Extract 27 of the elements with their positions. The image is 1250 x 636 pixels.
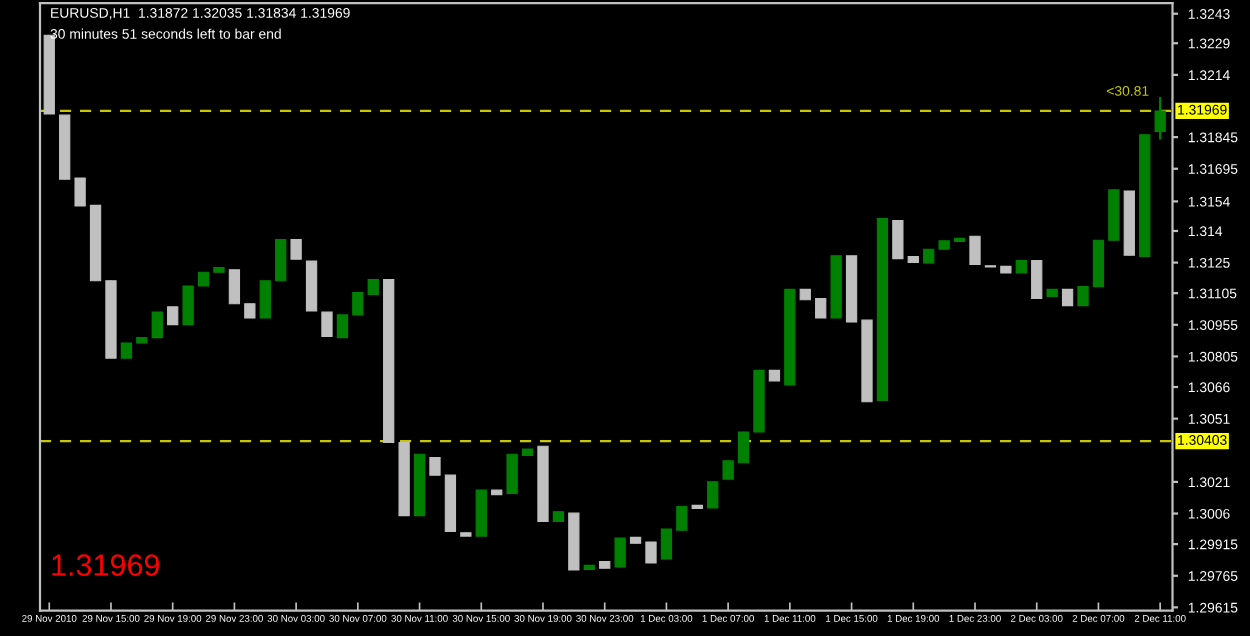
candlestick [1077,286,1089,307]
candlestick [969,235,981,266]
annotation: 1.31969 [52,554,159,576]
candlestick [352,291,364,316]
candlestick [290,238,302,261]
candlestick [892,220,904,260]
candlestick [336,314,349,339]
candlestick [74,177,86,207]
candlestick [1031,259,1043,299]
candlestick [722,460,734,480]
candlestick [475,489,487,537]
candlestick [737,430,750,464]
candlestick [228,268,241,305]
candlestick [259,279,271,320]
candlestick [321,311,333,338]
candlestick [1092,239,1105,288]
candlestick [676,505,688,532]
candlestick [645,541,657,564]
candlestick [182,285,194,326]
candlestick [275,238,287,282]
candlestick [815,297,827,319]
candlestick [1154,95,1166,141]
candlestick [614,537,626,568]
candlestick [151,311,163,339]
candlestick [660,528,673,560]
candlestick [506,453,518,495]
candlestick [707,480,719,509]
